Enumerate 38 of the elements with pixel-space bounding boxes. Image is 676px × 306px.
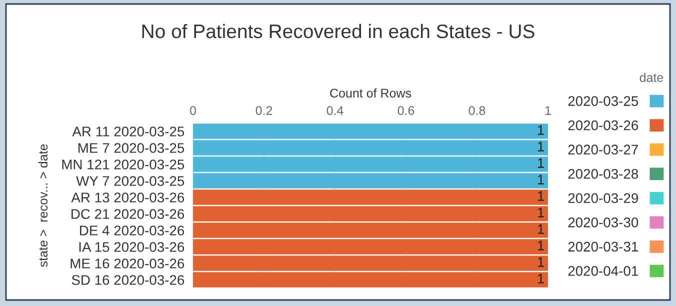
legend-title: date (640, 72, 664, 82)
legend-label: 2020-04-01 (568, 266, 638, 276)
data-label: 1 (538, 257, 544, 267)
x-axis-title: Count of Rows (330, 88, 412, 98)
y-tick-label: AR 11 2020-03-25 (72, 126, 184, 136)
y-tick-label: ME 16 2020-03-26 (70, 258, 184, 268)
data-label: 1 (538, 274, 544, 284)
data-label: 1 (538, 174, 544, 184)
y-tick-label: DE 4 2020-03-26 (80, 226, 184, 236)
y-tick-label: WY 7 2020-03-25 (76, 176, 184, 186)
x-tick-label: 1 (545, 106, 551, 115)
data-label: 1 (538, 240, 544, 250)
y-tick-label: MN 121 2020-03-25 (62, 160, 184, 170)
y-tick-label: SD 16 2020-03-26 (72, 275, 184, 285)
x-tick-label: 0 (190, 106, 196, 115)
legend-label: 2020-03-27 (568, 144, 638, 155)
x-tick-label: 0.4 (326, 106, 344, 115)
legend-label: 2020-03-29 (568, 193, 638, 204)
data-label: 1 (538, 208, 544, 218)
chart-title: No of Patients Recovered in each States - US (142, 24, 534, 38)
data-label: 1 (538, 142, 544, 152)
y-tick-label: DC 21 2020-03-26 (72, 209, 184, 219)
data-label: 1 (538, 158, 544, 168)
x-tick-label: 0.8 (468, 106, 486, 115)
y-tick-label: ME 7 2020-03-25 (78, 143, 184, 153)
data-label: 1 (538, 125, 544, 135)
legend-label: 2020-03-30 (568, 217, 638, 228)
legend-label: 2020-03-31 (568, 242, 638, 252)
y-tick-label: IA 15 2020-03-26 (79, 242, 184, 252)
y-axis-title: state > recov... > date (38, 144, 48, 267)
legend-label: 2020-03-26 (568, 120, 638, 130)
legend-label: 2020-03-28 (568, 168, 638, 179)
x-tick-label: 0.6 (398, 106, 414, 115)
x-tick-label: 0.2 (256, 106, 272, 115)
data-label: 1 (538, 224, 544, 234)
legend-label: 2020-03-25 (568, 96, 638, 106)
y-tick-label: AR 13 2020-03-26 (71, 192, 184, 202)
data-label: 1 (538, 191, 544, 201)
